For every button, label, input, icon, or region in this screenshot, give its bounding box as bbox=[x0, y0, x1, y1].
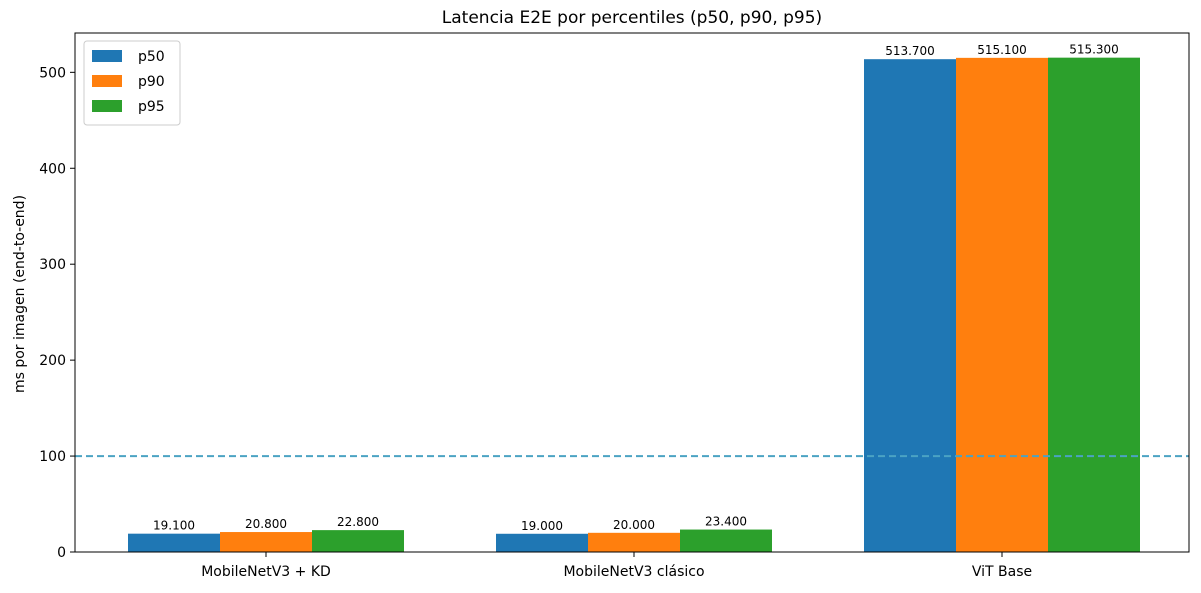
legend-swatch-p95 bbox=[92, 100, 122, 112]
legend-label-p50: p50 bbox=[138, 49, 165, 65]
bar-value-label: 513.700 bbox=[885, 44, 935, 58]
x-tick-label: MobileNetV3 + KD bbox=[201, 564, 331, 580]
legend-label-p95: p95 bbox=[138, 99, 165, 115]
bar-value-label: 20.800 bbox=[245, 517, 287, 531]
legend-label-p90: p90 bbox=[138, 74, 165, 90]
bar-value-label: 23.400 bbox=[705, 515, 747, 529]
bar-value-label: 515.100 bbox=[977, 43, 1027, 57]
bar-value-label: 19.100 bbox=[153, 519, 195, 533]
y-tick-label: 0 bbox=[57, 545, 66, 561]
chart-title: Latencia E2E por percentiles (p50, p90, … bbox=[442, 8, 822, 28]
bar-p90-1 bbox=[220, 532, 312, 552]
bar-value-label: 20.000 bbox=[613, 518, 655, 532]
y-tick-label: 300 bbox=[39, 257, 66, 273]
bar-value-label: 22.800 bbox=[337, 515, 379, 529]
bar-p95-2 bbox=[680, 529, 772, 552]
bar-p50-3 bbox=[864, 59, 956, 553]
bar-p95-3 bbox=[1048, 57, 1140, 552]
y-tick-label: 100 bbox=[39, 449, 66, 465]
y-tick-label: 400 bbox=[39, 161, 66, 177]
bar-p90-3 bbox=[956, 57, 1048, 552]
y-axis-label: ms por imagen (end-to-end) bbox=[12, 195, 28, 393]
x-tick-label: MobileNetV3 clásico bbox=[563, 564, 704, 580]
legend-swatch-p50 bbox=[92, 50, 122, 62]
plot-frame bbox=[74, 32, 1190, 553]
bar-p95-1 bbox=[312, 530, 404, 552]
bar-p90-2 bbox=[588, 532, 680, 552]
bar-p50-2 bbox=[496, 533, 588, 552]
bar-p50-1 bbox=[128, 533, 220, 552]
y-tick-label: 500 bbox=[39, 65, 66, 81]
x-tick-label: ViT Base bbox=[972, 564, 1032, 580]
bar-value-label: 19.000 bbox=[521, 519, 563, 533]
bar-value-label: 515.300 bbox=[1069, 43, 1119, 57]
legend-swatch-p90 bbox=[92, 75, 122, 87]
y-tick-label: 200 bbox=[39, 353, 66, 369]
plot-area: 19.100 19.000 513.700 20.800 20.000 515.100 22… bbox=[39, 32, 1190, 580]
